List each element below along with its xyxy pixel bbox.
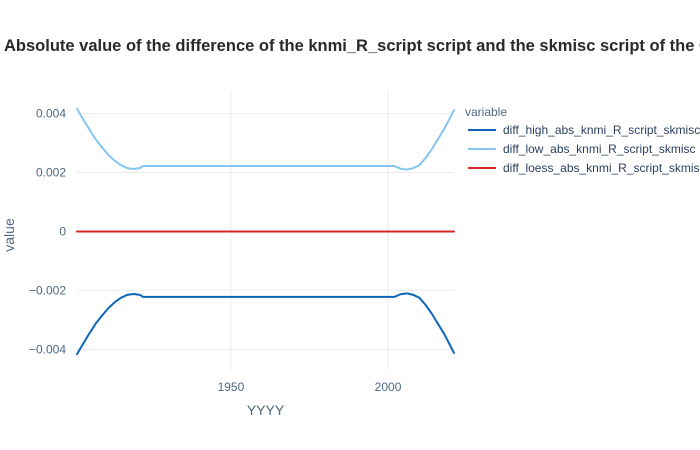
- legend-label: diff_low_abs_knmi_R_script_skmisc: [503, 142, 696, 156]
- x-tick-label: 2000: [375, 380, 402, 394]
- legend-item[interactable]: diff_loess_abs_knmi_R_script_skmisc: [468, 161, 700, 175]
- series-line-2[interactable]: [76, 107, 455, 171]
- legend-label: diff_loess_abs_knmi_R_script_skmisc: [503, 161, 700, 175]
- x-tick-labels: 1950 2000: [218, 380, 402, 394]
- chart-title: Absolute value of the difference of the …: [4, 37, 700, 55]
- y-tick-label: 0: [59, 224, 66, 238]
- legend-item[interactable]: diff_low_abs_knmi_R_script_skmisc: [468, 142, 696, 156]
- y-tick-label: −0.002: [29, 283, 66, 297]
- x-tick-label: 1950: [218, 380, 245, 394]
- series-layer: [76, 107, 455, 356]
- legend-label: diff_high_abs_knmi_R_script_skmisc: [503, 123, 700, 137]
- y-axis-title: value: [1, 218, 17, 252]
- y-tick-label: −0.004: [29, 342, 66, 356]
- legend-item[interactable]: diff_high_abs_knmi_R_script_skmisc: [468, 123, 700, 137]
- y-tick-label: 0.002: [36, 166, 66, 180]
- y-tick-labels: 0.004 0.002 0 −0.002 −0.004: [29, 107, 66, 357]
- legend-title: variable: [465, 105, 507, 119]
- x-axis-title: YYYY: [247, 402, 285, 418]
- series-line-1[interactable]: [76, 292, 455, 356]
- y-tick-label: 0.004: [36, 107, 66, 121]
- legend[interactable]: variable diff_high_abs_knmi_R_script_skm…: [465, 105, 700, 175]
- grid-layer: [77, 90, 454, 370]
